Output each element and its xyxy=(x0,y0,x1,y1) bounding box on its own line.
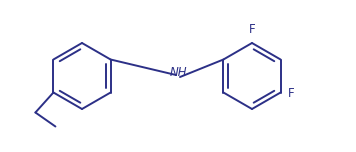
Text: F: F xyxy=(288,87,294,100)
Text: NH: NH xyxy=(169,67,187,79)
Text: F: F xyxy=(249,23,255,36)
